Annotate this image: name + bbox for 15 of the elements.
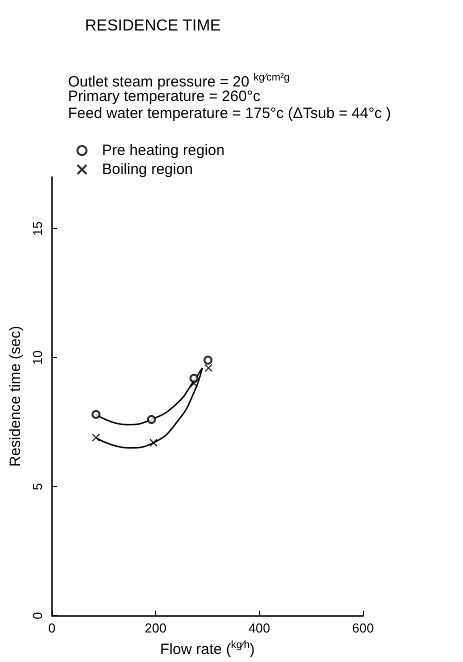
y-tick-label: 5 <box>30 482 45 490</box>
text: Feed water temperature = 175°c (ΔTsub = 44°c ) <box>68 105 392 122</box>
chart-title: RESIDENCE TIME <box>85 18 221 34</box>
y-tick-label: 0 <box>30 612 45 620</box>
x-tick-label: 0 <box>48 620 56 636</box>
text: Outlet steam pressure = 20 kg⁄cm²g <box>68 72 290 90</box>
x-tick-label: 200 <box>144 620 166 636</box>
y-axis-title: Residence time (sec) <box>7 326 24 467</box>
x-tick-label: 400 <box>248 620 270 636</box>
legend-label: Boiling region <box>102 161 193 178</box>
x-tick-label: 600 <box>352 620 374 636</box>
y-tick-label: 15 <box>30 221 45 236</box>
text: Primary temperature = 260°c <box>68 88 261 105</box>
y-tick-label: 10 <box>30 350 45 365</box>
legend-label: Pre heating region <box>102 142 225 159</box>
